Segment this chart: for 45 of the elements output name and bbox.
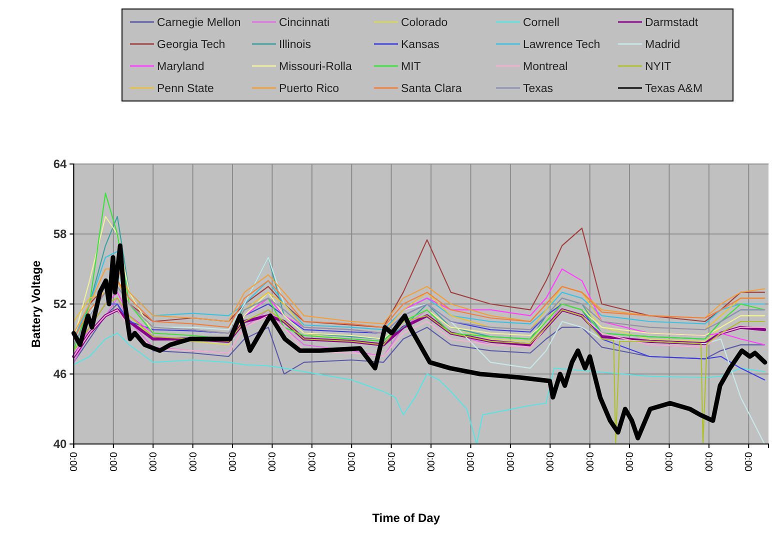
y-tick-label: 64: [53, 156, 68, 171]
x-tick-label: 0:00: [384, 452, 396, 472]
legend-label: Illinois: [279, 39, 312, 51]
legend-label: Montreal: [523, 61, 568, 73]
y-tick-label: 58: [53, 226, 68, 241]
x-tick-label: 0:00: [186, 452, 198, 472]
x-tick-label: 0:00: [662, 452, 674, 472]
x-tick-label: 0:00: [504, 452, 515, 472]
legend-label: Santa Clara: [401, 83, 462, 95]
y-axis-title: Battery Voltage: [29, 260, 43, 348]
x-tick-label: 0:00: [106, 452, 118, 472]
y-tick-label: 40: [53, 436, 68, 451]
legend-label: Texas: [523, 83, 554, 95]
legend-label: MIT: [401, 61, 421, 73]
legend-label: Texas A&M: [645, 83, 703, 95]
legend-label: Penn State: [157, 83, 214, 95]
legend-label: Cincinnati: [279, 17, 330, 29]
x-tick-label: 0:00: [702, 452, 714, 472]
x-tick-label: 0:00: [742, 452, 754, 472]
legend-label: Georgia Tech: [157, 39, 226, 51]
legend-label: Puerto Rico: [279, 83, 340, 95]
x-tick-label: 0:00: [464, 452, 476, 472]
y-tick-label: 46: [53, 366, 68, 381]
x-tick-label: 0:00: [226, 452, 238, 472]
x-axis-title: Time of Day: [372, 511, 440, 525]
legend-label: Carnegie Mellon: [157, 17, 241, 29]
x-tick-label: 0:00: [623, 452, 634, 472]
legend-label: Cornell: [523, 17, 560, 29]
legend-label: Missouri-Rolla: [279, 61, 352, 73]
x-tick-label: 0:00: [544, 452, 555, 472]
legend-label: Madrid: [645, 39, 680, 51]
y-tick-label: 52: [53, 296, 68, 311]
x-tick-label: 0:00: [583, 452, 594, 472]
x-tick-label: 0:00: [146, 452, 158, 472]
legend-label: Maryland: [157, 61, 204, 73]
legend-label: Colorado: [401, 17, 448, 29]
x-tick-label: 0:00: [424, 452, 436, 472]
x-tick-label: 0:00: [67, 452, 78, 472]
legend-label: Kansas: [401, 39, 440, 51]
legend-label: Lawrence Tech: [523, 39, 600, 51]
x-tick-label: 0:00: [345, 452, 356, 472]
x-tick-label: 0:00: [266, 452, 277, 472]
legend-label: Darmstadt: [645, 17, 699, 29]
legend-label: NYIT: [645, 61, 672, 73]
x-tick-label: 0:00: [305, 452, 316, 472]
